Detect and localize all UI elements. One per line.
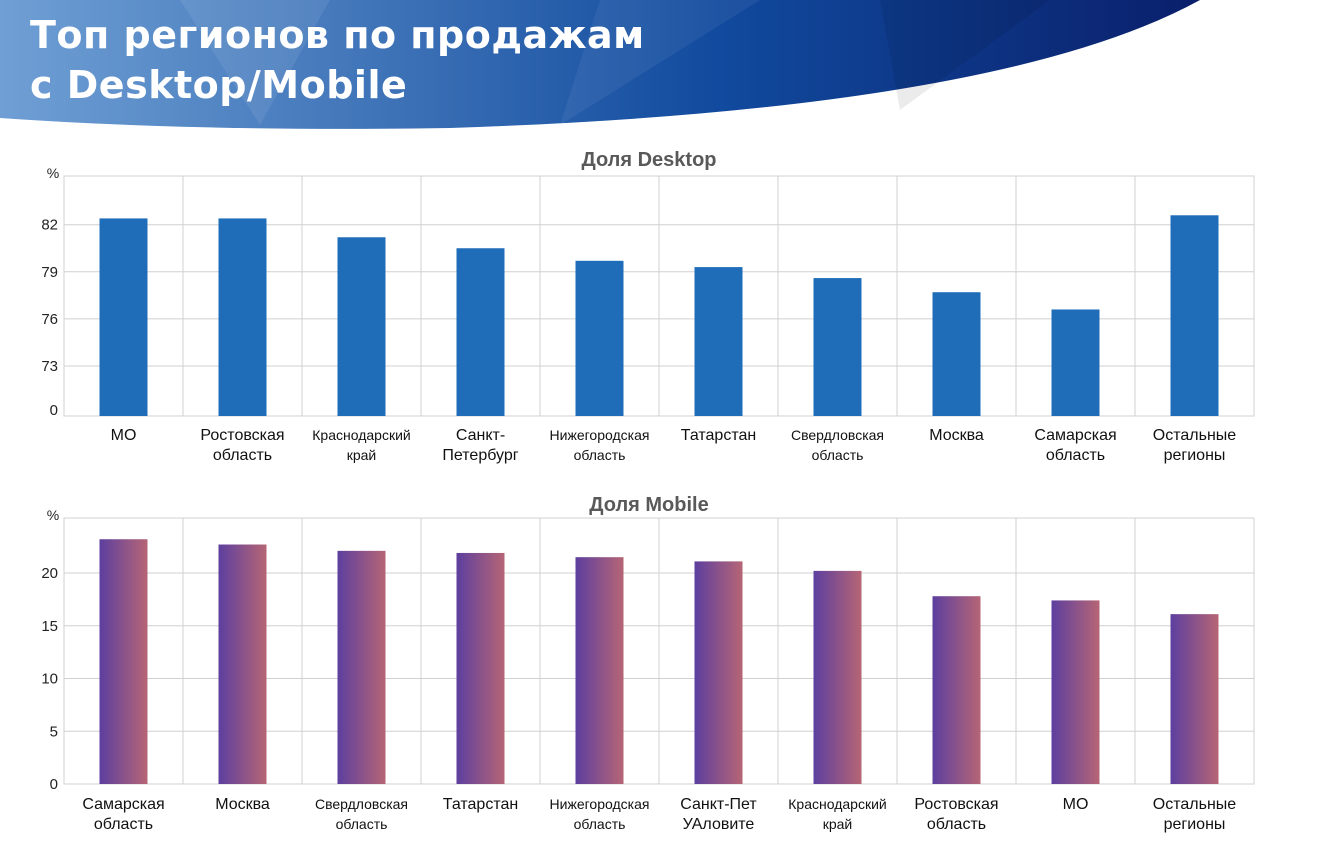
desktop-y-tick-label: 76 (41, 311, 58, 328)
x-tick-line: Санкт-Пет (680, 796, 757, 813)
desktop-y-tick-label: 73 (41, 358, 58, 375)
mobile-y-tick-label: 10 (41, 671, 58, 688)
desktop-x-tick-label: Краснодарский край (312, 427, 410, 463)
mobile-x-tick-label: Татарстан (443, 796, 518, 813)
x-tick-line: область (213, 447, 272, 464)
desktop-plot-frame (63, 175, 1255, 417)
mobile-x-tick-label: Краснодарский край (788, 796, 886, 832)
desktop-x-tick-label: Санкт- Петербург (442, 427, 518, 464)
mobile-x-tick-label: МО (1063, 796, 1089, 813)
desktop-bar (218, 218, 267, 416)
x-tick-line: Остальные (1153, 427, 1237, 444)
x-tick-line: область (1046, 447, 1105, 464)
mobile-bar (1051, 600, 1100, 784)
desktop-x-tick-label: Остальные регионы (1153, 427, 1237, 464)
desktop-bar (99, 218, 148, 416)
x-tick-line: Ростовская (914, 796, 998, 813)
x-tick-line: Ростовская (200, 427, 284, 444)
x-tick-line: область (574, 447, 626, 463)
x-tick-line: Краснодарский (788, 796, 886, 812)
desktop-y-axis-label: % (47, 165, 59, 181)
x-tick-line: МО (1063, 796, 1089, 813)
x-tick-line: Свердловская (791, 427, 884, 443)
x-tick-line: Петербург (442, 447, 518, 464)
desktop-bar (1051, 309, 1100, 416)
desktop-x-tick-label: МО (111, 427, 137, 444)
desktop-x-tick-label: Татарстан (681, 427, 756, 444)
x-tick-line: УАловите (683, 816, 755, 833)
desktop-bar (337, 237, 386, 416)
x-tick-line: Нижегородская (550, 796, 650, 812)
mobile-bar (337, 550, 386, 784)
mobile-bar (1170, 614, 1219, 784)
desktop-x-tick-label: Москва (929, 427, 984, 444)
mobile-x-tick-label: Остальные регионы (1153, 796, 1237, 833)
desktop-chart-title: Доля Desktop (581, 149, 716, 171)
desktop-x-tick-label: Ростовская область (200, 427, 284, 464)
x-tick-line: область (94, 816, 153, 833)
mobile-plot-frame (63, 517, 1255, 785)
desktop-bar (932, 292, 981, 416)
mobile-y-tick-label: 20 (41, 565, 58, 582)
mobile-bar (813, 570, 862, 784)
mobile-y-tick-label: 5 (50, 723, 58, 740)
desktop-y-tick-label: 79 (41, 264, 58, 281)
header-banner (0, 0, 1200, 129)
x-tick-line: область (574, 816, 626, 832)
desktop-y-tick-label: 82 (41, 217, 58, 234)
desktop-bar (575, 260, 624, 416)
desktop-y-tick-label: 0 (50, 402, 58, 419)
x-tick-line: Свердловская (315, 796, 408, 812)
mobile-x-tick-label: Свердловская область (315, 796, 408, 832)
desktop-x-tick-label: Нижегородская область (550, 427, 650, 463)
x-tick-line: Москва (929, 427, 984, 444)
mobile-x-tick-label: Самарская область (82, 796, 164, 833)
x-tick-line: Санкт- (456, 427, 505, 444)
mobile-y-tick-label: 15 (41, 618, 58, 635)
mobile-bar (575, 557, 624, 784)
x-tick-line: край (823, 816, 853, 832)
mobile-x-tick-label: Санкт-Пет УАловите (680, 796, 757, 833)
desktop-x-tick-label: Свердловская область (791, 427, 884, 463)
x-tick-line: МО (111, 427, 137, 444)
x-tick-line: Самарская (82, 796, 164, 813)
desktop-x-tick-label: Самарская область (1034, 427, 1116, 464)
x-tick-line: область (812, 447, 864, 463)
x-tick-line: край (347, 447, 377, 463)
x-tick-line: область (927, 816, 986, 833)
x-tick-line: регионы (1164, 816, 1226, 833)
desktop-bar (456, 248, 505, 416)
mobile-bar (218, 544, 267, 784)
mobile-x-tick-label: Ростовская область (914, 796, 998, 833)
x-tick-line: Остальные (1153, 796, 1237, 813)
desktop-bar (1170, 215, 1219, 416)
title-line-1: Топ регионов по продажам (30, 13, 645, 57)
title-line-2: с Desktop/Mobile (30, 63, 408, 107)
desktop-bar (694, 267, 743, 416)
x-tick-line: регионы (1164, 447, 1226, 464)
mobile-bar (456, 552, 505, 784)
page-title: Топ регионов по продажам с Desktop/Mobil… (30, 10, 645, 110)
mobile-y-tick-label: 0 (50, 776, 58, 793)
mobile-x-tick-label: Москва (215, 796, 270, 813)
x-tick-line: Самарская (1034, 427, 1116, 444)
mobile-bar (694, 561, 743, 784)
x-tick-line: Татарстан (443, 796, 518, 813)
mobile-bar (99, 539, 148, 784)
mobile-x-tick-label: Нижегородская область (550, 796, 650, 832)
x-tick-line: Москва (215, 796, 270, 813)
mobile-chart-title: Доля Mobile (589, 494, 708, 516)
x-tick-line: область (336, 816, 388, 832)
x-tick-line: Нижегородская (550, 427, 650, 443)
mobile-y-axis-label: % (47, 507, 59, 523)
x-tick-line: Краснодарский (312, 427, 410, 443)
mobile-bar (932, 596, 981, 784)
desktop-bar (813, 278, 862, 416)
x-tick-line: Татарстан (681, 427, 756, 444)
